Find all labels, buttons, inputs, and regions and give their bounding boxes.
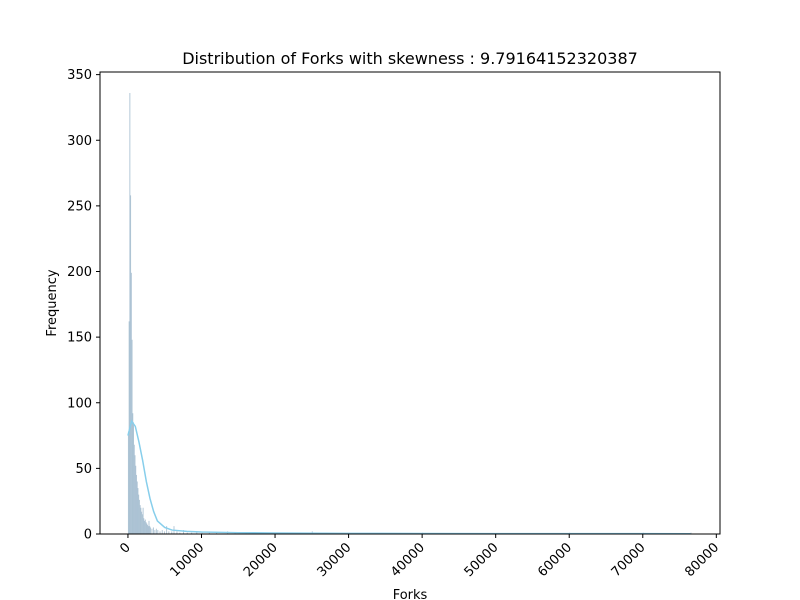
histogram-bar [131, 339, 133, 534]
histogram-bar [151, 528, 153, 534]
histogram-bar [159, 531, 161, 534]
histogram-bar [144, 520, 146, 534]
histogram-bar [154, 530, 156, 534]
y-axis-label: Frequency [45, 269, 60, 336]
x-tick-label: 50000 [462, 540, 502, 580]
histogram-bar [144, 519, 146, 534]
x-tick-label: 40000 [388, 540, 428, 580]
y-tick-label: 0 [84, 528, 92, 543]
y-tick-label: 150 [67, 331, 92, 346]
x-axis: 0 10000 20000 30000 40000 50000 60000 70000 8000… [117, 534, 722, 580]
histogram-bar [196, 531, 198, 534]
histogram-bar [133, 422, 134, 534]
kde-curve [127, 419, 691, 535]
x-tick-label: 10000 [167, 540, 207, 580]
histogram-bar [141, 514, 143, 534]
histogram-bar [129, 93, 131, 534]
chart-title: Distribution of Forks with skewness : 9.… [182, 49, 638, 68]
x-axis-label: Forks [393, 588, 428, 600]
y-axis: 0 50 100 150 200 250 300 350 [67, 68, 100, 543]
y-tick-label: 200 [67, 265, 92, 280]
x-tick-label: 30000 [315, 540, 355, 580]
histogram-bar [179, 532, 181, 534]
histogram-bar [136, 481, 138, 534]
histogram-bar [138, 499, 140, 534]
x-tick-label: 70000 [609, 540, 649, 580]
histogram-bar [186, 532, 188, 534]
histogram-bar [146, 523, 148, 534]
histogram-bar [140, 507, 142, 534]
histogram-bar [191, 532, 193, 534]
histogram-bar [141, 511, 143, 534]
x-tick-label: 60000 [535, 540, 575, 580]
histogram-bar [139, 505, 141, 534]
histogram-bar [143, 518, 145, 534]
x-tick-label: 0 [117, 540, 133, 556]
histogram-bar [148, 520, 150, 534]
histogram-bar [690, 532, 692, 534]
histogram-bar [155, 528, 157, 534]
plot-frame [99, 71, 721, 535]
histogram-bar [134, 455, 136, 534]
histogram-bar [201, 532, 203, 534]
x-tick-label: 20000 [241, 540, 281, 580]
histogram-bar [168, 531, 170, 534]
histogram-bars [127, 93, 692, 534]
y-tick-label: 250 [67, 199, 92, 214]
histogram-bar [149, 526, 151, 534]
histogram-bar [171, 531, 173, 534]
histogram-bar [145, 522, 147, 534]
histogram-bar [163, 531, 165, 534]
histogram-bar [127, 431, 129, 534]
histogram-bar [138, 494, 140, 534]
histogram-bar [150, 527, 151, 534]
histogram-bar [157, 530, 159, 534]
histogram-bar [183, 530, 185, 534]
y-tick-label: 350 [67, 68, 92, 83]
y-tick-label: 100 [67, 396, 92, 411]
y-tick-label: 300 [67, 134, 92, 149]
histogram-bar [152, 527, 154, 534]
histogram-bar [132, 413, 134, 534]
histogram-bar [128, 321, 130, 534]
histogram-bar [161, 530, 163, 534]
histogram-bar [216, 532, 218, 534]
histogram-bar [166, 526, 168, 534]
histogram-bar [142, 507, 144, 534]
histogram-bar [130, 195, 132, 534]
histogram-bar [135, 465, 137, 534]
histogram-bar [136, 474, 137, 534]
histogram-bar [137, 488, 139, 534]
histogram-bar [176, 531, 178, 534]
histogram-bar [147, 524, 148, 534]
histogram-bar [130, 272, 132, 534]
histogram-bar [133, 444, 135, 534]
y-tick-label: 50 [75, 462, 92, 477]
histogram-bar [208, 532, 210, 534]
histogram-bar [147, 526, 149, 534]
x-tick-label: 80000 [682, 540, 722, 580]
